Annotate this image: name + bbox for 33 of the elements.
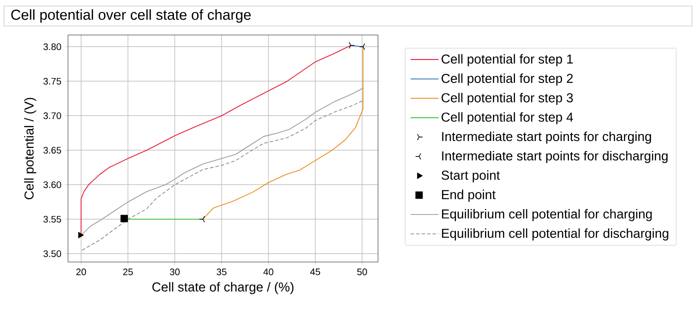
y-tick-label: 3.80 (43, 43, 62, 50)
chart-title: Cell potential over cell state of charge (11, 9, 251, 23)
y-tick-label: 3.50 (43, 250, 62, 258)
legend-label: Intermediate start points for charging (442, 132, 652, 144)
legend-label: Cell potential for step 4 (442, 112, 574, 124)
legend-label: Cell potential for step 1 (442, 54, 573, 66)
legend-label: Intermediate start points for discharging (442, 150, 668, 164)
y-tick-label: 3.65 (43, 146, 62, 154)
x-tick-label: 35 (216, 268, 226, 276)
point (199, 216, 205, 223)
legend-label: Cell potential for step 2 (442, 73, 573, 86)
x-tick-label: 50 (357, 268, 367, 276)
legend-label: Equilibrium cell potential for charging (442, 209, 652, 222)
x-tick-label: 20 (76, 268, 86, 276)
x-tick-label: 30 (170, 268, 180, 276)
point (78, 232, 84, 238)
y-tick-label: 3.75 (43, 78, 62, 85)
y-tick-label: 3.60 (43, 181, 62, 188)
y-tick-label: 3.70 (43, 112, 62, 120)
x-tick-label: 45 (310, 268, 320, 276)
y-axis-title: Cell potential / (V) (24, 98, 36, 200)
line-series (82, 100, 364, 251)
legend-label: Cell potential for step 3 (442, 92, 573, 105)
legend-label: Start point (442, 170, 500, 182)
x-tick-label: 25 (123, 268, 133, 276)
legend-label: Equilibrium cell potential for discharging (442, 228, 668, 240)
x-axis-title: Cell state of charge / (%) (152, 282, 294, 294)
legend-label: End point (442, 190, 496, 202)
y-tick-label: 3.55 (43, 216, 62, 223)
point (359, 43, 366, 50)
point (120, 214, 128, 222)
line-series (202, 46, 364, 220)
x-tick-label: 40 (263, 268, 274, 276)
